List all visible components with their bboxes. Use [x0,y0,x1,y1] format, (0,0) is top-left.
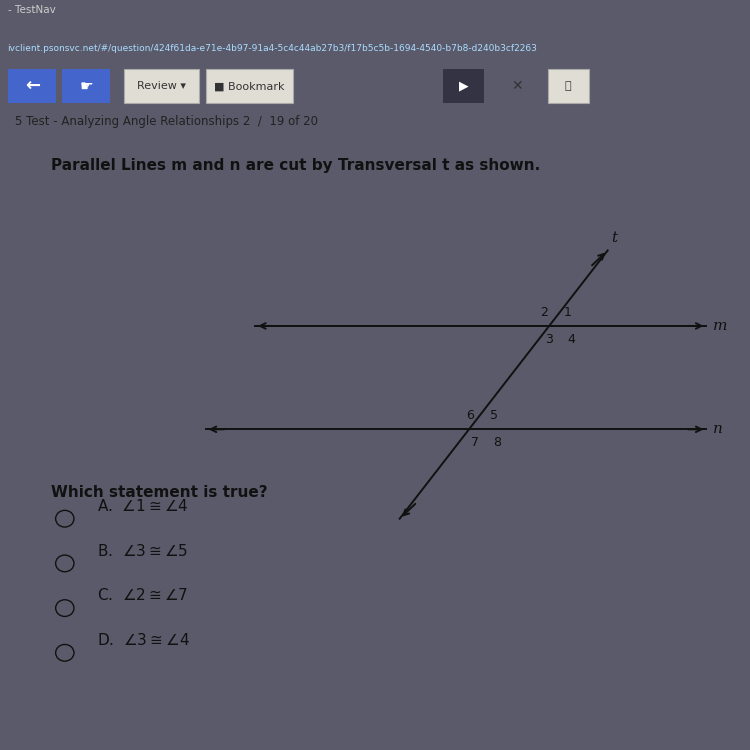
FancyBboxPatch shape [442,69,484,104]
Text: Parallel Lines m and n are cut by Transversal t as shown.: Parallel Lines m and n are cut by Transv… [51,158,540,173]
FancyBboxPatch shape [62,69,110,104]
Text: t: t [611,231,617,245]
Text: 8: 8 [493,436,501,449]
Text: 7: 7 [471,436,479,449]
Text: m: m [713,319,728,333]
Text: A.  $\angle 1 \cong \angle 4$: A. $\angle 1 \cong \angle 4$ [97,498,188,514]
Text: ←: ← [25,77,40,95]
Text: ivclient.psonsvc.net/#/question/424f61da-e71e-4b97-91a4-5c4c44ab27b3/f17b5c5b-16: ivclient.psonsvc.net/#/question/424f61da… [8,44,537,53]
Text: B.  $\angle 3 \cong \angle 5$: B. $\angle 3 \cong \angle 5$ [97,542,188,559]
Text: C.  $\angle 2 \cong \angle 7$: C. $\angle 2 \cong \angle 7$ [97,587,188,603]
Text: 5: 5 [490,410,497,422]
Text: 4: 4 [567,333,575,346]
Text: 3: 3 [545,333,553,346]
Text: Review ▾: Review ▾ [136,81,186,92]
Text: 2: 2 [540,306,548,319]
Text: ⬜: ⬜ [565,81,571,92]
Text: D.  $\angle 3 \cong \angle 4$: D. $\angle 3 \cong \angle 4$ [97,632,189,648]
Text: - TestNav: - TestNav [8,5,56,15]
Text: 1: 1 [563,306,572,319]
Text: ■ Bookmark: ■ Bookmark [214,81,285,92]
Text: n: n [713,422,723,436]
Text: 6: 6 [466,410,474,422]
FancyBboxPatch shape [8,69,56,104]
Text: ✕: ✕ [512,80,524,93]
FancyBboxPatch shape [206,69,292,104]
Text: ☛: ☛ [80,79,93,94]
Text: 5 Test - Analyzing Angle Relationships 2  /  19 of 20: 5 Test - Analyzing Angle Relationships 2… [15,116,318,128]
Text: Which statement is true?: Which statement is true? [51,485,267,500]
FancyBboxPatch shape [548,69,589,104]
Text: ▶: ▶ [459,80,468,93]
FancyBboxPatch shape [124,69,199,104]
